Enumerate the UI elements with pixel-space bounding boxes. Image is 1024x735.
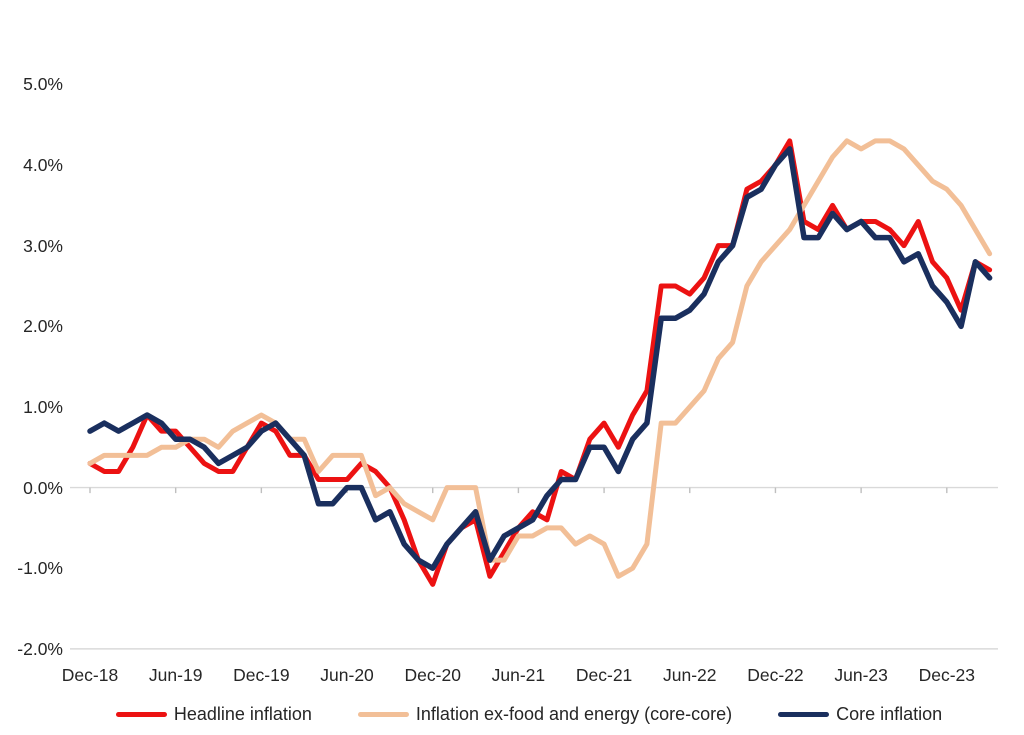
x-axis-tick-label: Jun-19 [148, 665, 203, 685]
legend-item-headline-inflation: Headline inflation [115, 704, 312, 725]
legend-label-core-inflation: Core inflation [836, 704, 943, 724]
core-core-inflation-line-swatch [357, 711, 409, 718]
legend-item-core-core-inflation: Inflation ex-food and energy (core-core) [357, 704, 733, 725]
legend-label-core-core-inflation: Inflation ex-food and energy (core-core) [415, 704, 733, 724]
y-axis-tick-label: -1.0% [17, 558, 63, 579]
y-axis-tick-label: 4.0% [23, 155, 63, 176]
x-axis-tick-label: Dec-19 [233, 665, 290, 685]
y-axis-tick-label: -2.0% [17, 638, 63, 659]
headline-inflation-line [87, 138, 993, 587]
x-axis-tick-label: Jun-22 [662, 665, 717, 685]
y-axis-tick-label: 0.0% [23, 477, 63, 498]
x-axis-tick-label: Dec-18 [61, 665, 119, 685]
x-axis-tick-label: Dec-23 [918, 665, 976, 685]
x-axis-tick-label: Dec-20 [404, 665, 461, 685]
x-axis-tick-label: Jun-23 [834, 665, 888, 685]
y-axis-tick-label: 5.0% [23, 74, 63, 95]
chart-legend: Headline inflation Inflation ex-food and… [0, 704, 1024, 725]
y-axis-tick-label: 1.0% [23, 396, 63, 417]
x-axis-tick-label: Jun-21 [491, 665, 546, 685]
core-inflation-line-swatch [778, 711, 830, 718]
inflation-ex-food-and-energy-core-core-line [87, 138, 993, 579]
x-axis-tick-label: Jun-20 [320, 665, 374, 685]
x-axis-tick-label: Dec-22 [747, 665, 804, 685]
y-axis-tick-label: 3.0% [23, 235, 63, 256]
x-axis-tick-label: Dec-21 [575, 665, 633, 685]
legend-label-headline-inflation: Headline inflation [173, 704, 312, 724]
y-axis-tick-label: 2.0% [23, 316, 63, 337]
legend-item-core-inflation: Core inflation [778, 704, 942, 725]
core-inflation-line [87, 146, 993, 571]
headline-inflation-line-swatch [115, 711, 167, 718]
